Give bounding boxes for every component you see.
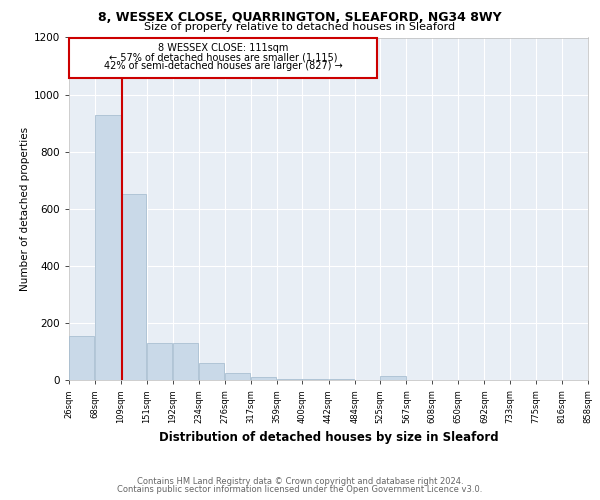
FancyBboxPatch shape — [69, 38, 377, 78]
Bar — [147, 343, 172, 380]
Bar — [121, 194, 146, 380]
Bar — [225, 373, 250, 380]
Text: 8 WESSEX CLOSE: 111sqm: 8 WESSEX CLOSE: 111sqm — [158, 43, 288, 53]
Bar — [302, 378, 328, 380]
Bar — [277, 378, 302, 380]
Bar — [173, 343, 198, 380]
Bar — [199, 363, 224, 380]
Y-axis label: Number of detached properties: Number of detached properties — [20, 126, 29, 291]
Text: 42% of semi-detached houses are larger (827) →: 42% of semi-detached houses are larger (… — [104, 62, 343, 72]
Bar — [380, 376, 406, 380]
Bar — [329, 378, 354, 380]
Bar — [251, 377, 276, 380]
Text: 8, WESSEX CLOSE, QUARRINGTON, SLEAFORD, NG34 8WY: 8, WESSEX CLOSE, QUARRINGTON, SLEAFORD, … — [98, 11, 502, 24]
Text: Size of property relative to detached houses in Sleaford: Size of property relative to detached ho… — [145, 22, 455, 32]
Text: ← 57% of detached houses are smaller (1,115): ← 57% of detached houses are smaller (1,… — [109, 52, 337, 62]
Text: Contains public sector information licensed under the Open Government Licence v3: Contains public sector information licen… — [118, 484, 482, 494]
Bar — [69, 336, 94, 380]
Bar — [95, 114, 121, 380]
X-axis label: Distribution of detached houses by size in Sleaford: Distribution of detached houses by size … — [158, 432, 499, 444]
Text: Contains HM Land Registry data © Crown copyright and database right 2024.: Contains HM Land Registry data © Crown c… — [137, 477, 463, 486]
